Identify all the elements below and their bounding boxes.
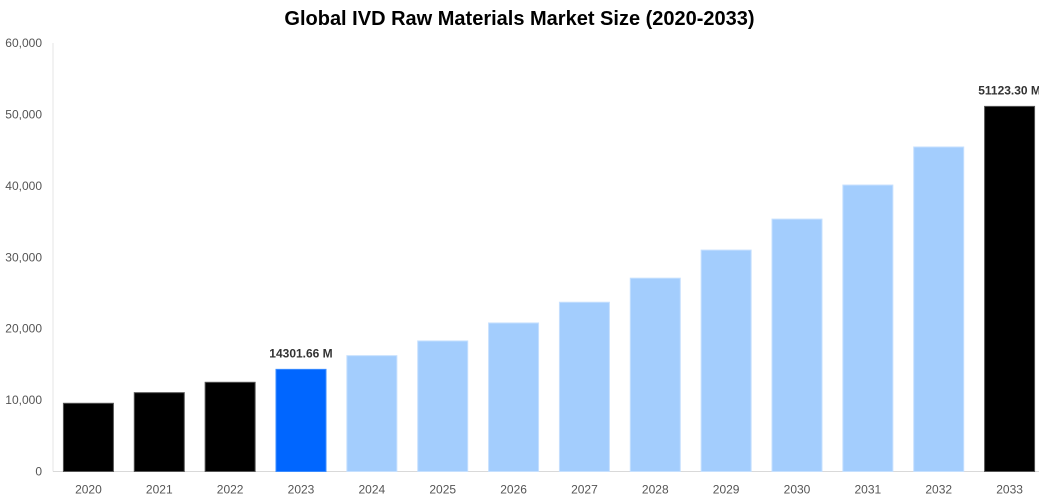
- bar-2033: [984, 105, 1036, 472]
- bar-2027: [558, 301, 610, 472]
- bar-2025: [417, 340, 469, 473]
- x-tick-label: 2030: [784, 483, 811, 497]
- y-tick-label: 40,000: [5, 179, 42, 193]
- y-tick-label: 10,000: [5, 393, 42, 407]
- y-tick-label: 20,000: [5, 322, 42, 336]
- y-tick-label: 30,000: [5, 250, 42, 264]
- x-tick-label: 2026: [500, 483, 527, 497]
- x-tick-label: 2033: [996, 483, 1023, 497]
- bar-2032: [913, 146, 965, 472]
- x-tick-label: 2028: [642, 483, 669, 497]
- bar-2024: [346, 355, 398, 472]
- data-label-2023: 14301.66 M: [269, 346, 332, 360]
- y-tick-label: 60,000: [5, 36, 42, 50]
- bar-2029: [700, 249, 752, 472]
- bar-2031: [842, 184, 894, 472]
- bar-2022: [204, 381, 256, 473]
- bar-2023: [275, 368, 327, 472]
- x-tick-label: 2024: [359, 483, 386, 497]
- x-tick-label: 2031: [855, 483, 882, 497]
- x-tick-label: 2020: [75, 483, 102, 497]
- y-tick-label: 50,000: [5, 107, 42, 121]
- bar-2021: [133, 392, 185, 473]
- chart-title: Global IVD Raw Materials Market Size (20…: [284, 8, 755, 30]
- x-tick-label: 2025: [429, 483, 456, 497]
- y-tick-label: 0: [35, 465, 42, 479]
- x-tick-label: 2029: [713, 483, 740, 497]
- x-tick-label: 2032: [925, 483, 952, 497]
- bar-2020: [62, 402, 114, 473]
- data-label-2033: 51123.30 M: [978, 83, 1039, 97]
- bar-2026: [488, 322, 540, 472]
- x-tick-label: 2022: [217, 483, 244, 497]
- bar-2030: [771, 218, 823, 472]
- x-tick-label: 2021: [146, 483, 173, 497]
- x-tick-label: 2027: [571, 483, 598, 497]
- bar-2028: [629, 277, 681, 472]
- x-tick-label: 2023: [288, 483, 315, 497]
